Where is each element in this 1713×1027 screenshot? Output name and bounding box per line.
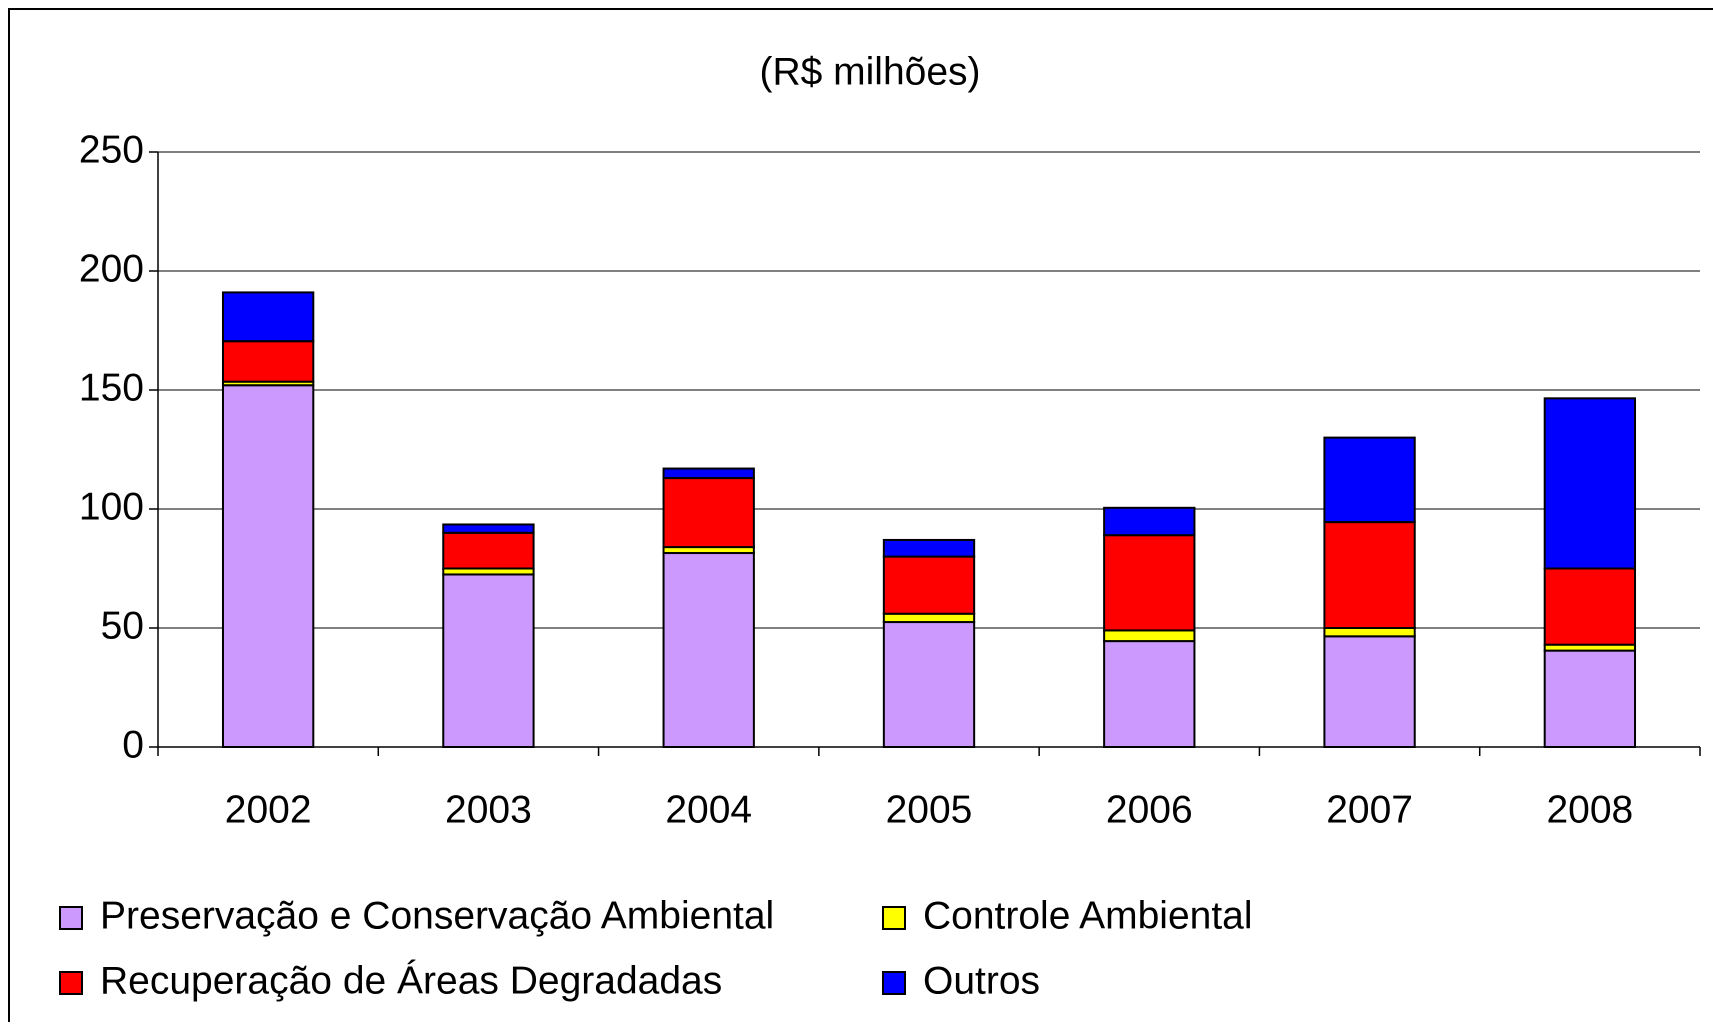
bar-segment	[1103, 534, 1196, 632]
bar-segment	[882, 612, 976, 624]
x-tick-label: 2004	[665, 788, 752, 831]
bar-segment	[1323, 635, 1416, 749]
bar-segment	[442, 523, 535, 534]
bar-segment	[882, 621, 976, 748]
bar-segment	[1323, 627, 1416, 638]
bar-segment	[1543, 649, 1637, 748]
y-tick-label: 150	[79, 366, 144, 409]
bar-segment	[1323, 521, 1416, 630]
bar-segment	[442, 573, 535, 749]
y-tick-label: 0	[122, 723, 144, 766]
x-tick-label: 2008	[1546, 788, 1633, 831]
y-tick-label: 100	[79, 485, 144, 528]
bar-segment	[662, 552, 755, 749]
legend-swatch	[882, 971, 906, 995]
legend-label: Outros	[923, 959, 1040, 1002]
x-tick-label: 2006	[1106, 788, 1193, 831]
legend-swatch	[882, 906, 906, 930]
bar-segment	[442, 531, 535, 570]
bar-segment	[662, 467, 755, 480]
bar-segment	[1103, 640, 1196, 749]
x-tick-label: 2005	[886, 788, 973, 831]
bar-segment	[221, 291, 315, 343]
y-tick-label: 50	[101, 604, 144, 647]
legend-label: Recuperação de Áreas Degradadas	[100, 959, 722, 1002]
bar-segment	[221, 340, 315, 383]
legend-label: Preservação e Conservação Ambiental	[100, 894, 774, 937]
bar-segment	[221, 384, 315, 748]
bar-segment	[1543, 397, 1637, 570]
legend-swatch	[59, 971, 83, 995]
chart-border	[8, 8, 1713, 1027]
bar-segment	[1103, 629, 1196, 643]
bar-segment	[662, 477, 755, 549]
chart-title: (R$ milhões)	[759, 50, 980, 93]
y-tick-label: 200	[79, 247, 144, 290]
x-tick-label: 2007	[1326, 788, 1413, 831]
bar-segment	[882, 555, 976, 615]
bar-segment	[882, 538, 976, 558]
x-tick-label: 2002	[225, 788, 312, 831]
x-tick-label: 2003	[445, 788, 532, 831]
bar-segment	[1323, 436, 1416, 524]
bar-segment	[1543, 567, 1637, 646]
bar-segment	[1103, 506, 1196, 537]
legend-label: Controle Ambiental	[923, 894, 1253, 937]
y-tick-label: 250	[79, 128, 144, 171]
legend-swatch	[59, 906, 83, 930]
